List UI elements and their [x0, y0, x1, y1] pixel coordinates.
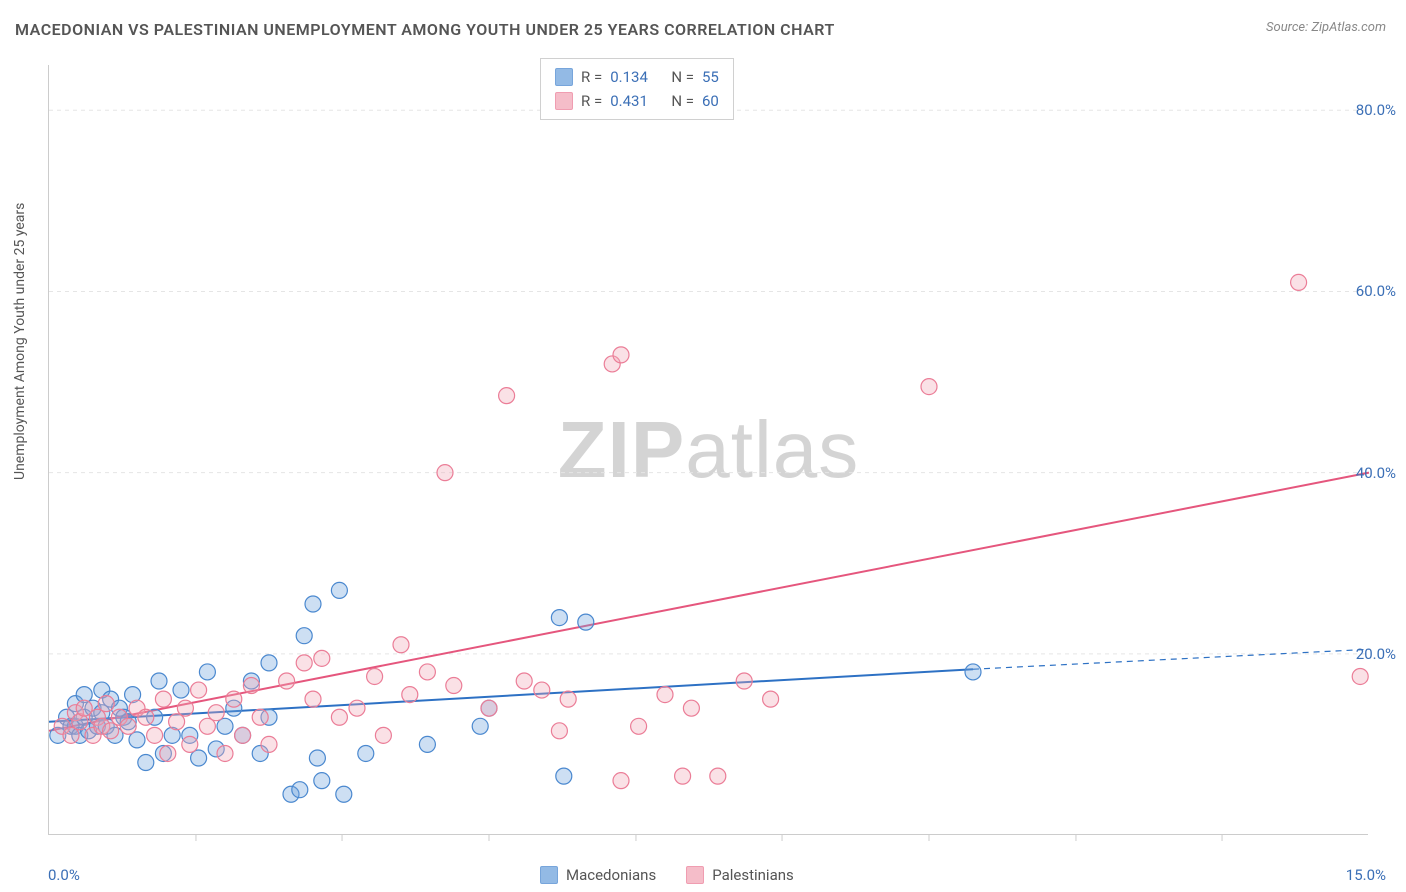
y-tick-label: 20.0% — [1356, 645, 1396, 663]
n-label: N = — [671, 89, 694, 113]
swatch-macedonians — [540, 866, 558, 884]
chart-title: MACEDONIAN VS PALESTINIAN UNEMPLOYMENT A… — [15, 20, 835, 39]
plot-area: ZIPatlas — [48, 65, 1368, 835]
r-value-palestinians: 0.431 — [610, 89, 648, 113]
legend-row-macedonians: R = 0.134 N = 55 — [555, 65, 719, 89]
correlation-legend: R = 0.134 N = 55 R = 0.431 N = 60 — [540, 58, 734, 120]
swatch-macedonians — [555, 68, 573, 86]
chart-container: MACEDONIAN VS PALESTINIAN UNEMPLOYMENT A… — [0, 0, 1406, 892]
x-tick-0: 0.0% — [48, 866, 80, 884]
source-label: Source: — [1266, 20, 1308, 35]
source-citation: Source: ZipAtlas.com — [1266, 20, 1386, 35]
y-tick-label: 60.0% — [1356, 282, 1396, 300]
n-label: N = — [671, 65, 694, 89]
legend-label-macedonians: Macedonians — [566, 866, 656, 884]
r-label: R = — [581, 65, 602, 89]
n-value-palestinians: 60 — [702, 89, 719, 113]
scatter-plot-svg — [49, 65, 1368, 834]
r-value-macedonians: 0.134 — [610, 65, 648, 89]
legend-item-palestinians: Palestinians — [686, 866, 794, 884]
source-value: ZipAtlas.com — [1311, 20, 1386, 35]
legend-item-macedonians: Macedonians — [540, 866, 656, 884]
y-tick-label: 80.0% — [1356, 101, 1396, 119]
y-axis-label: Unemployment Among Youth under 25 years — [12, 203, 28, 480]
x-tick-1: 15.0% — [1346, 866, 1386, 884]
legend-label-palestinians: Palestinians — [712, 866, 794, 884]
y-tick-label: 40.0% — [1356, 464, 1396, 482]
r-label: R = — [581, 89, 602, 113]
swatch-palestinians — [686, 866, 704, 884]
swatch-palestinians — [555, 92, 573, 110]
n-value-macedonians: 55 — [702, 65, 719, 89]
series-legend: Macedonians Palestinians — [540, 866, 794, 884]
legend-row-palestinians: R = 0.431 N = 60 — [555, 89, 719, 113]
